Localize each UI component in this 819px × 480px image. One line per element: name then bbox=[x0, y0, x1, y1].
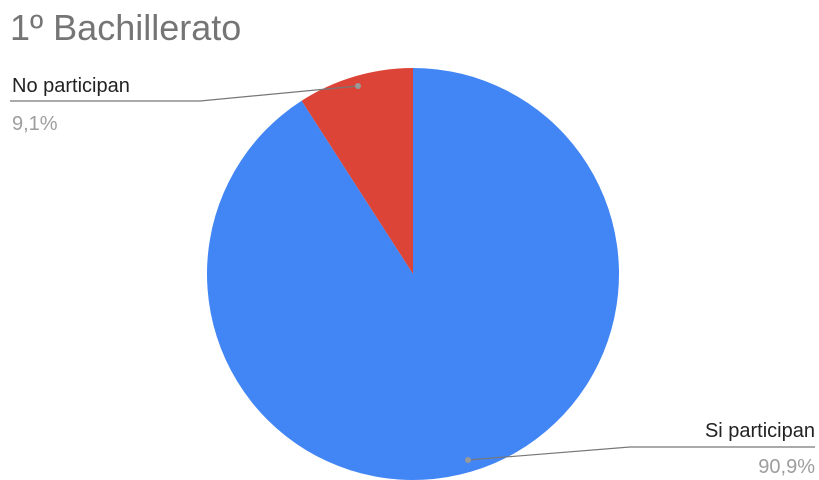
pie-slice-si-participan bbox=[206, 68, 619, 480]
pie-slices bbox=[206, 68, 619, 480]
slice-label-no-participan: No participan bbox=[12, 75, 130, 97]
leader-dot-no-participan bbox=[355, 83, 361, 89]
leader-line-si-participan bbox=[467, 446, 815, 461]
slice-percent-no-participan: 9,1% bbox=[12, 113, 58, 135]
slice-label-si-participan: Si participan bbox=[705, 420, 815, 442]
label-group-no-participan: No participan 9,1% bbox=[10, 75, 361, 135]
pie-slice-no-participan bbox=[301, 68, 413, 274]
leader-line-no-participan bbox=[10, 85, 359, 102]
label-group-si-participan: Si participan 90,9% bbox=[465, 420, 815, 478]
slice-percent-si-participan: 90,9% bbox=[758, 456, 815, 478]
leader-dot-si-participan bbox=[465, 457, 471, 463]
chart-title: 1º Bachillerato bbox=[10, 7, 241, 48]
